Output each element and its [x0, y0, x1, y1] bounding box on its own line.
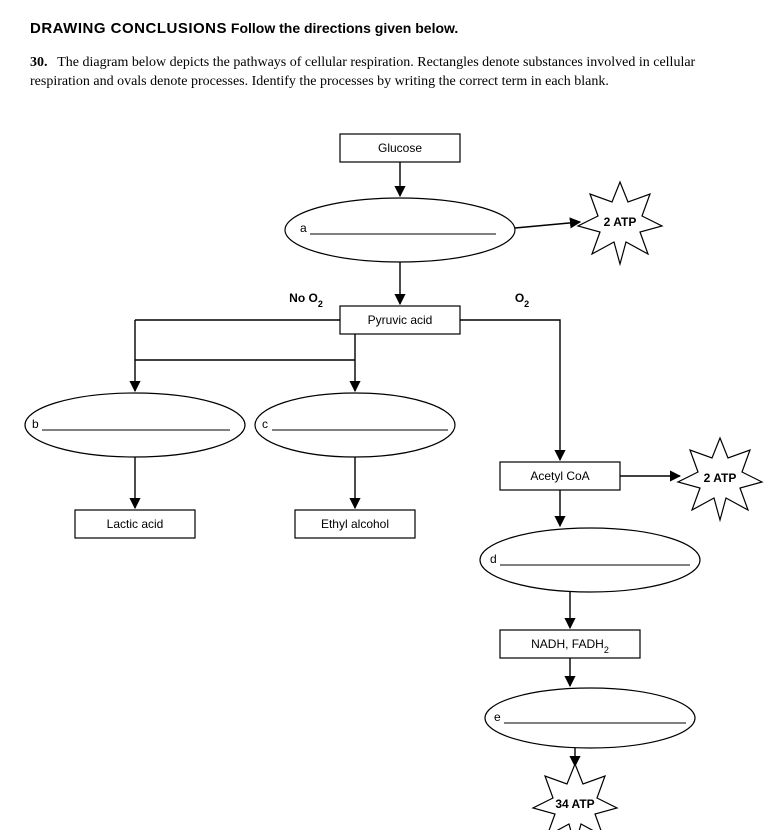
- label-glucose: Glucose: [378, 141, 422, 155]
- letter-a: a: [300, 221, 307, 235]
- letter-b: b: [32, 417, 39, 431]
- question-block: 30. The diagram below depicts the pathwa…: [0, 44, 768, 92]
- node-a-oval: [285, 198, 515, 262]
- letter-c: c: [262, 417, 268, 431]
- label-o2: O2: [515, 291, 529, 309]
- header-title-bold: DRAWING CONCLUSIONS: [30, 20, 227, 37]
- header-title-rest: Follow the directions given below.: [227, 20, 458, 36]
- label-ethyl: Ethyl alcohol: [321, 517, 389, 531]
- label-atp-top: 2 ATP: [604, 215, 637, 229]
- label-acetyl: Acetyl CoA: [530, 469, 589, 483]
- label-atp34: 34 ATP: [555, 797, 594, 811]
- node-b-oval: [25, 393, 245, 457]
- node-e-oval: [485, 688, 695, 748]
- question-text: The diagram below depicts the pathways o…: [30, 55, 695, 89]
- question-number: 30.: [30, 54, 54, 73]
- flowchart-diagram: Glucose a 2 ATP No O2 O2 Pyruvic acid b …: [0, 120, 768, 830]
- label-lactic: Lactic acid: [107, 517, 164, 531]
- label-pyruvic: Pyruvic acid: [368, 313, 433, 327]
- section-header: DRAWING CONCLUSIONS Follow the direction…: [0, 0, 768, 44]
- label-atp-mid: 2 ATP: [704, 471, 737, 485]
- edge-a-atp: [515, 222, 580, 228]
- node-d-oval: [480, 528, 700, 592]
- letter-e: e: [494, 710, 501, 724]
- letter-d: d: [490, 552, 497, 566]
- label-no-o2: No O2: [289, 291, 323, 309]
- edge-o2-path: [460, 320, 560, 460]
- node-c-oval: [255, 393, 455, 457]
